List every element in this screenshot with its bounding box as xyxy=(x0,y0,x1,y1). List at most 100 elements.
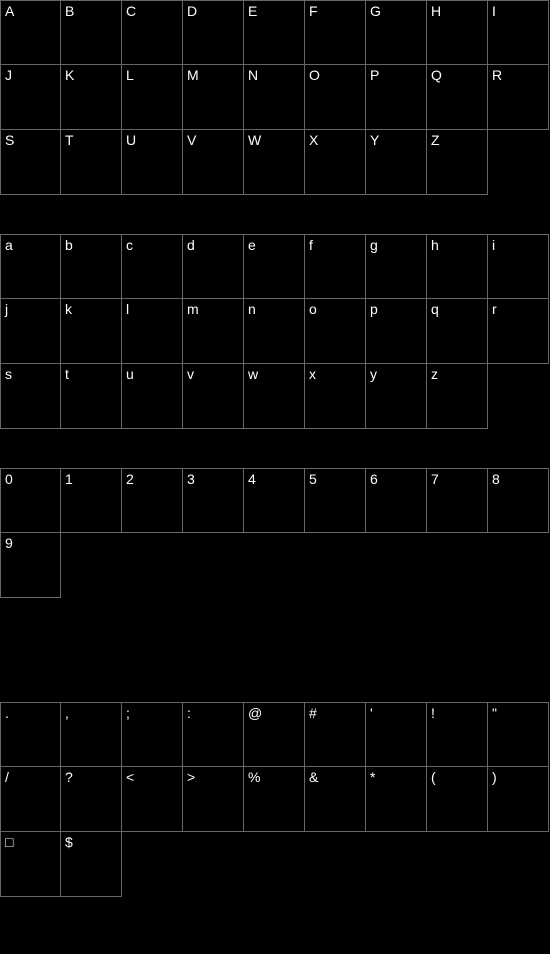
glyph: □ xyxy=(5,834,13,850)
glyph: O xyxy=(309,67,320,83)
glyph: t xyxy=(65,366,69,382)
glyph: K xyxy=(65,67,74,83)
char-cell: C xyxy=(122,0,183,65)
char-cell: V xyxy=(183,130,244,195)
glyph: & xyxy=(309,769,318,785)
glyph: A xyxy=(5,3,14,19)
section-digits: 0 1 2 3 4 5 6 7 8 9 xyxy=(0,468,549,598)
glyph: V xyxy=(187,132,196,148)
char-cell: R xyxy=(488,65,549,130)
section-symbols: . , ; : @ # ' ! " / ? < > % & * ( ) □ $ xyxy=(0,702,549,897)
char-cell: $ xyxy=(61,832,122,897)
glyph: N xyxy=(248,67,258,83)
glyph: , xyxy=(65,705,69,721)
char-cell: H xyxy=(427,0,488,65)
glyph: D xyxy=(187,3,197,19)
glyph: P xyxy=(370,67,379,83)
glyph: ! xyxy=(431,705,435,721)
glyph: p xyxy=(370,301,378,317)
char-cell: q xyxy=(427,299,488,364)
glyph: J xyxy=(5,67,12,83)
char-cell: b xyxy=(61,234,122,299)
char-cell: B xyxy=(61,0,122,65)
glyph: / xyxy=(5,769,9,785)
char-cell: ! xyxy=(427,702,488,767)
section-lowercase: a b c d e f g h i j k l m n o p q r s t … xyxy=(0,234,549,429)
char-cell: : xyxy=(183,702,244,767)
char-cell: j xyxy=(0,299,61,364)
glyph: 4 xyxy=(248,471,256,487)
glyph: E xyxy=(248,3,257,19)
charmap-row: a b c d e f g h i xyxy=(0,234,549,299)
char-cell: F xyxy=(305,0,366,65)
glyph: ; xyxy=(126,705,130,721)
glyph: f xyxy=(309,237,313,253)
glyph: L xyxy=(126,67,134,83)
glyph: C xyxy=(126,3,136,19)
glyph: . xyxy=(5,705,9,721)
glyph: c xyxy=(126,237,133,253)
glyph: B xyxy=(65,3,74,19)
char-cell: Y xyxy=(366,130,427,195)
char-cell: ' xyxy=(366,702,427,767)
glyph: F xyxy=(309,3,318,19)
char-cell: O xyxy=(305,65,366,130)
char-cell: e xyxy=(244,234,305,299)
glyph: u xyxy=(126,366,134,382)
char-cell: k xyxy=(61,299,122,364)
char-cell: . xyxy=(0,702,61,767)
char-cell: Q xyxy=(427,65,488,130)
char-cell: N xyxy=(244,65,305,130)
glyph: o xyxy=(309,301,317,317)
char-cell: K xyxy=(61,65,122,130)
char-cell: p xyxy=(366,299,427,364)
char-cell: n xyxy=(244,299,305,364)
char-cell: J xyxy=(0,65,61,130)
char-cell: & xyxy=(305,767,366,832)
glyph: Q xyxy=(431,67,442,83)
char-cell: # xyxy=(305,702,366,767)
glyph: ( xyxy=(431,769,436,785)
glyph: : xyxy=(187,705,191,721)
char-cell: < xyxy=(122,767,183,832)
glyph: ) xyxy=(492,769,497,785)
char-cell: y xyxy=(366,364,427,429)
char-cell: / xyxy=(0,767,61,832)
glyph: ' xyxy=(370,705,373,721)
char-cell: @ xyxy=(244,702,305,767)
glyph: ? xyxy=(65,769,73,785)
char-cell: 2 xyxy=(122,468,183,533)
char-cell: 6 xyxy=(366,468,427,533)
char-cell: s xyxy=(0,364,61,429)
glyph: M xyxy=(187,67,199,83)
glyph: 5 xyxy=(309,471,317,487)
char-cell: S xyxy=(0,130,61,195)
char-cell: A xyxy=(0,0,61,65)
charmap-row: 0 1 2 3 4 5 6 7 8 xyxy=(0,468,549,533)
char-cell: ) xyxy=(488,767,549,832)
char-cell: X xyxy=(305,130,366,195)
char-cell: ? xyxy=(61,767,122,832)
char-cell: h xyxy=(427,234,488,299)
char-cell: c xyxy=(122,234,183,299)
char-cell: u xyxy=(122,364,183,429)
glyph: H xyxy=(431,3,441,19)
charmap-row: 9 xyxy=(0,533,549,598)
glyph: 6 xyxy=(370,471,378,487)
char-cell: □ xyxy=(0,832,61,897)
glyph: n xyxy=(248,301,256,317)
glyph: " xyxy=(492,705,497,721)
charmap-row: j k l m n o p q r xyxy=(0,299,549,364)
glyph: T xyxy=(65,132,74,148)
glyph: z xyxy=(431,366,438,382)
char-cell: M xyxy=(183,65,244,130)
glyph: e xyxy=(248,237,256,253)
char-cell: L xyxy=(122,65,183,130)
glyph: 0 xyxy=(5,471,13,487)
glyph: m xyxy=(187,301,199,317)
glyph: i xyxy=(492,237,495,253)
glyph: j xyxy=(5,301,8,317)
glyph: $ xyxy=(65,834,73,850)
glyph: y xyxy=(370,366,377,382)
glyph: r xyxy=(492,301,497,317)
